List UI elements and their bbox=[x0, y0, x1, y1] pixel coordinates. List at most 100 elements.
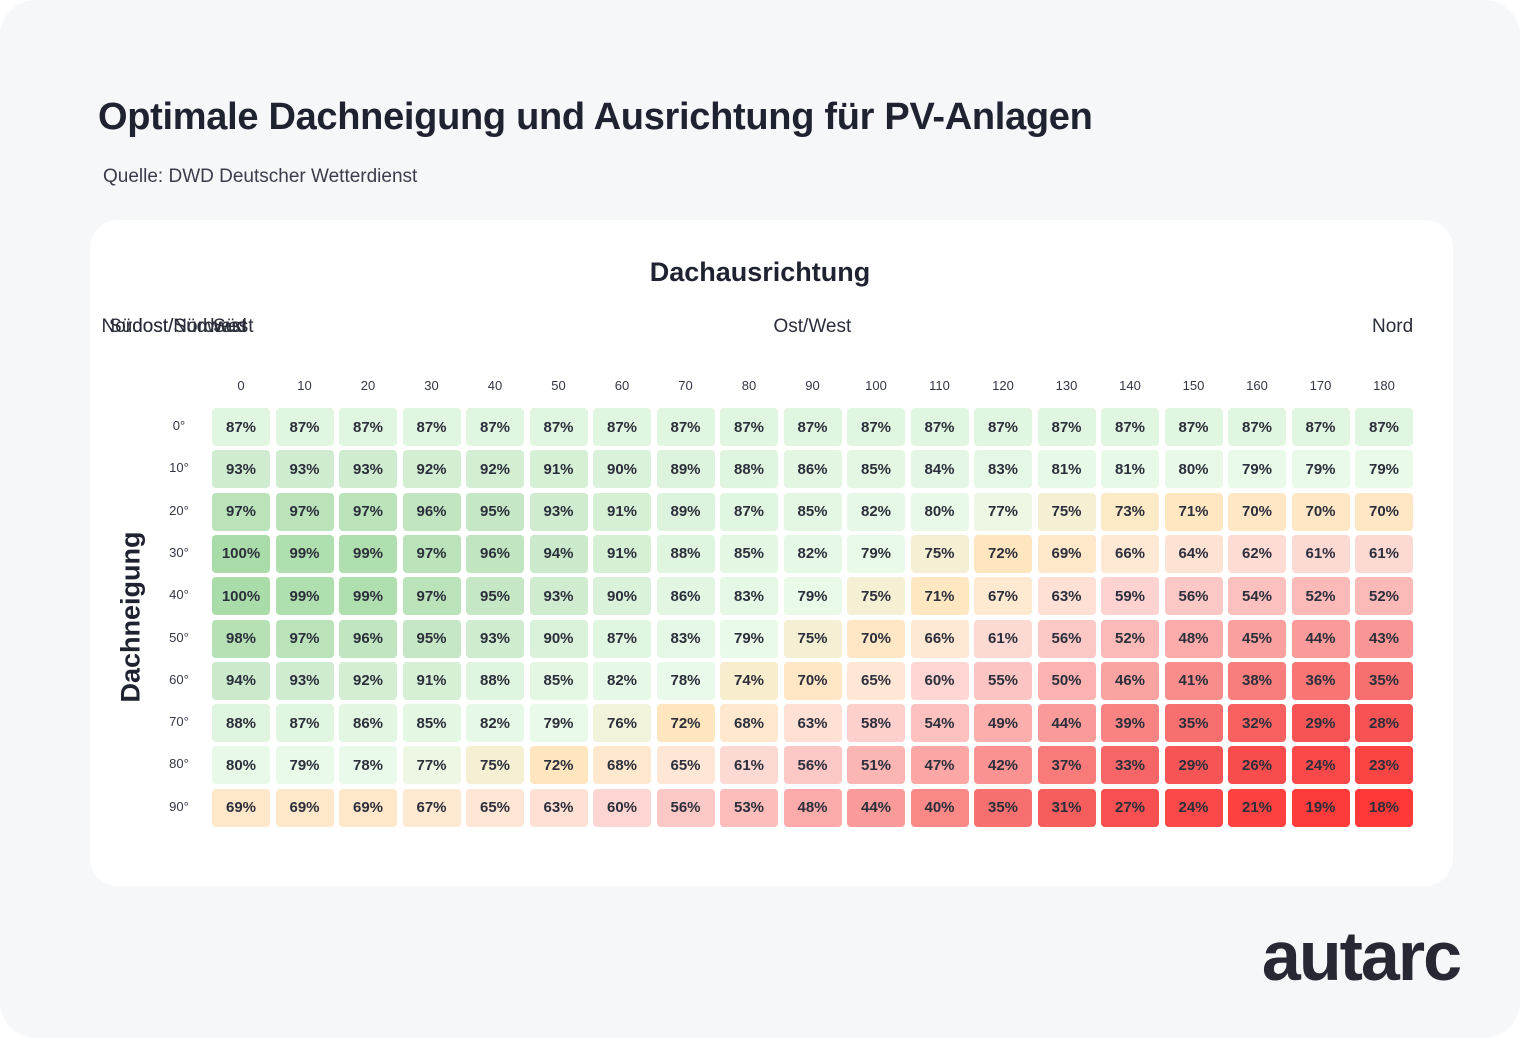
heatmap-cell: 67% bbox=[974, 577, 1032, 616]
heatmap-cell: 54% bbox=[910, 704, 969, 743]
heatmap-cell: 69% bbox=[275, 788, 334, 827]
heatmap-cell: 58% bbox=[847, 704, 905, 743]
heatmap-cell: 87% bbox=[1228, 408, 1286, 446]
heatmap-cell: 24% bbox=[1164, 788, 1223, 827]
heatmap-cell: 50% bbox=[1037, 661, 1096, 700]
heatmap-cell: 88% bbox=[720, 450, 778, 489]
heatmap-cell: 41% bbox=[1164, 661, 1223, 700]
heatmap-cell: 80% bbox=[1164, 450, 1223, 489]
heatmap-cell: 56% bbox=[656, 788, 715, 827]
heatmap-cell: 93% bbox=[529, 492, 588, 531]
heatmap-cell: 85% bbox=[720, 534, 778, 573]
heatmap-cell: 78% bbox=[339, 746, 397, 785]
heatmap-cell: 87% bbox=[529, 408, 588, 446]
heatmap-cell: 21% bbox=[1228, 788, 1286, 827]
heatmap-cell: 94% bbox=[212, 661, 270, 700]
heatmap-cell: 87% bbox=[1291, 408, 1350, 446]
heatmap-cell: 93% bbox=[339, 450, 397, 489]
heatmap-cell: 68% bbox=[593, 746, 651, 785]
heatmap-cell: 32% bbox=[1228, 704, 1286, 743]
heatmap-cell: 97% bbox=[212, 492, 270, 531]
heatmap-cell: 87% bbox=[466, 408, 524, 446]
heatmap-cell: 87% bbox=[275, 408, 334, 446]
heatmap-cell: 80% bbox=[212, 746, 270, 785]
heatmap-cell: 46% bbox=[1101, 661, 1159, 700]
heatmap-cell: 70% bbox=[783, 661, 842, 700]
heatmap-cell: 70% bbox=[1291, 492, 1350, 531]
x-tick-label: 100 bbox=[865, 378, 887, 393]
heatmap-cell: 90% bbox=[529, 619, 588, 658]
heatmap-cell: 86% bbox=[656, 577, 715, 616]
x-tick-label: 70 bbox=[678, 378, 693, 393]
heatmap-cell: 75% bbox=[910, 534, 969, 573]
heatmap-cell: 43% bbox=[1355, 619, 1413, 658]
heatmap-cell: 87% bbox=[339, 408, 397, 446]
heatmap-cell: 75% bbox=[466, 746, 524, 785]
heatmap-cell: 71% bbox=[910, 577, 969, 616]
heatmap-cell: 35% bbox=[1164, 704, 1223, 743]
heatmap-cell: 92% bbox=[466, 450, 524, 489]
heatmap-cell: 78% bbox=[656, 661, 715, 700]
heatmap-cell: 95% bbox=[402, 619, 461, 658]
heatmap-cell: 72% bbox=[656, 704, 715, 743]
heatmap-cell: 56% bbox=[1164, 577, 1223, 616]
heatmap-cell: 81% bbox=[1101, 450, 1159, 489]
x-tick-label: 180 bbox=[1373, 378, 1395, 393]
heatmap-cell: 85% bbox=[783, 492, 842, 531]
heatmap-cell: 90% bbox=[593, 450, 651, 489]
heatmap-cell: 94% bbox=[529, 534, 588, 573]
heatmap-cell: 90% bbox=[593, 577, 651, 616]
heatmap-cell: 87% bbox=[910, 408, 969, 446]
heatmap-cell: 87% bbox=[593, 408, 651, 446]
y-tick-label: 60° bbox=[169, 671, 189, 687]
x-tick-label: 170 bbox=[1309, 378, 1332, 393]
brand-logo: autarc bbox=[1261, 917, 1462, 995]
heatmap-cell: 72% bbox=[529, 746, 588, 785]
source-note: Quelle: DWD Deutscher Wetterdienst bbox=[103, 166, 418, 187]
heatmap-cell: 97% bbox=[275, 492, 334, 531]
heatmap-cell: 91% bbox=[529, 450, 588, 489]
heatmap-cell: 84% bbox=[910, 450, 969, 489]
heatmap-cell: 56% bbox=[783, 746, 842, 785]
heatmap-cell: 99% bbox=[275, 534, 334, 573]
direction-label: Ost/West bbox=[773, 316, 852, 337]
heatmap-cell: 56% bbox=[1037, 619, 1096, 658]
heatmap-cell: 79% bbox=[783, 577, 842, 616]
heatmap-cell: 100% bbox=[212, 534, 270, 573]
page-title: Optimale Dachneigung und Ausrichtung für… bbox=[98, 96, 1093, 138]
heatmap-cell: 18% bbox=[1355, 788, 1413, 827]
heatmap-cell: 65% bbox=[656, 746, 715, 785]
y-tick-label: 90° bbox=[169, 798, 189, 814]
heatmap-cell: 26% bbox=[1228, 746, 1286, 785]
y-axis-title: Dachneigung bbox=[115, 531, 146, 703]
heatmap-cell: 47% bbox=[910, 746, 969, 785]
heatmap-cell: 79% bbox=[1228, 450, 1286, 489]
heatmap-cell: 48% bbox=[783, 788, 842, 827]
heatmap-cell: 87% bbox=[720, 408, 778, 446]
heatmap-cell: 82% bbox=[783, 534, 842, 573]
heatmap-cell: 96% bbox=[402, 492, 461, 531]
heatmap-cell: 92% bbox=[339, 661, 397, 700]
heatmap-cell: 87% bbox=[1037, 408, 1096, 446]
heatmap-cell: 65% bbox=[466, 788, 524, 827]
x-tick-label: 20 bbox=[360, 378, 376, 393]
heatmap-cell: 100% bbox=[212, 577, 270, 616]
heatmap-cell: 66% bbox=[1101, 534, 1159, 573]
heatmap-cell: 98% bbox=[212, 619, 270, 658]
heatmap-cell: 61% bbox=[974, 619, 1032, 658]
y-tick-label: 0° bbox=[172, 418, 186, 433]
heatmap-cell: 59% bbox=[1101, 577, 1159, 616]
heatmap-cell: 82% bbox=[847, 492, 905, 531]
heatmap-cell: 99% bbox=[339, 534, 397, 573]
x-tick-label: 140 bbox=[1119, 378, 1141, 393]
heatmap-cell: 91% bbox=[593, 492, 651, 531]
heatmap-cell: 93% bbox=[212, 450, 270, 489]
heatmap-cell: 71% bbox=[1164, 492, 1223, 531]
heatmap-cell: 70% bbox=[1355, 492, 1413, 531]
heatmap-cell: 93% bbox=[275, 450, 334, 489]
x-tick-label: 0 bbox=[237, 378, 245, 393]
heatmap-cell: 79% bbox=[720, 619, 778, 658]
y-tick-label: 10° bbox=[169, 460, 189, 476]
y-tick-label: 40° bbox=[169, 587, 189, 603]
heatmap-cell: 87% bbox=[1101, 408, 1159, 446]
